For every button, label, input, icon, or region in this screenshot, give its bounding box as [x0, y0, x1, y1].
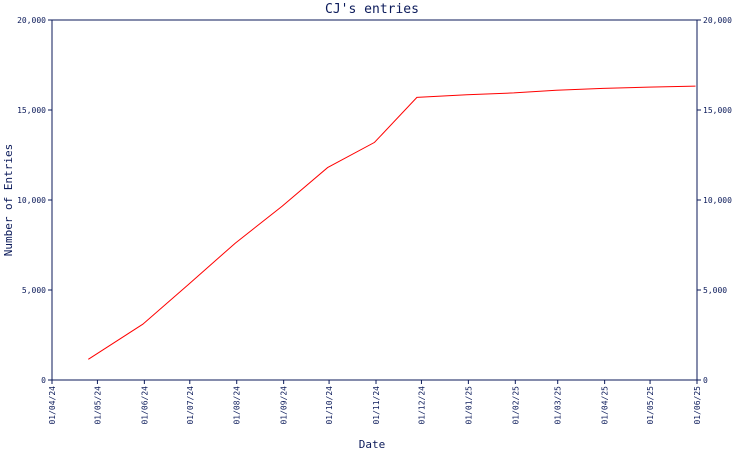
x-tick-label: 01/04/25 — [601, 386, 610, 425]
y-tick-label-left: 5,000 — [22, 286, 46, 295]
y-tick-label-left: 20,000 — [17, 16, 46, 25]
plot-frame — [51, 19, 698, 381]
x-tick-label: 01/05/25 — [646, 386, 655, 425]
ticks: 0 0 5,000 5,000 10,000 10,000 15,000 15,000 20,0… — [17, 16, 732, 425]
x-tick-label: 01/02/25 — [511, 386, 520, 425]
x-tick-label: 01/08/24 — [233, 386, 242, 425]
y-tick-label-right: 20,000 — [703, 16, 732, 25]
x-tick-label: 01/06/25 — [693, 386, 702, 425]
y-tick-label-right: 5,000 — [703, 286, 727, 295]
y-axis-label: Number of Entries — [2, 144, 15, 257]
series-line — [88, 85, 696, 360]
x-tick-label: 01/03/25 — [554, 386, 563, 425]
chart-title: CJ's entries — [325, 2, 419, 17]
x-tick-label: 01/01/25 — [464, 386, 473, 425]
x-tick-label: 01/07/24 — [186, 386, 195, 425]
x-tick-label: 01/06/24 — [140, 386, 149, 425]
x-tick-label: 01/10/24 — [325, 386, 334, 425]
axes — [51, 19, 698, 381]
y-tick-label-left: 0 — [41, 376, 46, 385]
y-tick-label-left: 10,000 — [17, 196, 46, 205]
x-tick-label: 01/05/24 — [93, 386, 102, 425]
x-tick-label: 01/09/24 — [280, 386, 289, 425]
y-tick-label-right: 0 — [703, 376, 708, 385]
x-tick-label: 01/12/24 — [417, 386, 426, 425]
series-group — [88, 85, 696, 360]
y-tick-label-right: 10,000 — [703, 196, 732, 205]
x-tick-label: 01/04/24 — [48, 386, 57, 425]
y-tick-label-left: 15,000 — [17, 106, 46, 115]
y-tick-label-right: 15,000 — [703, 106, 732, 115]
x-tick-label: 01/11/24 — [372, 386, 381, 425]
x-axis-label: Date — [359, 438, 386, 450]
